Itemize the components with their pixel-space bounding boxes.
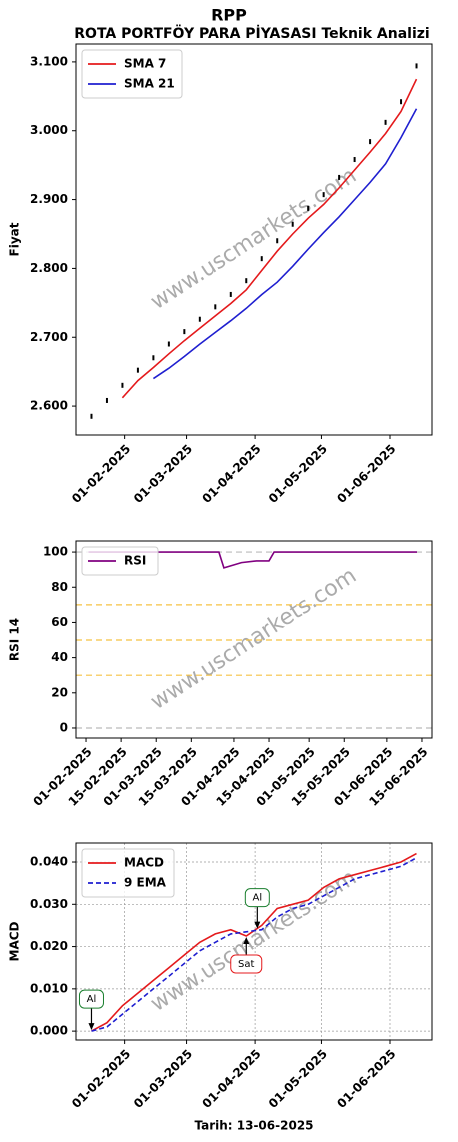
legend-label: 9 EMA	[124, 876, 167, 890]
y-tick-label: 0	[60, 720, 68, 734]
annotation-arrowhead	[88, 1023, 95, 1031]
annotation-arrowhead	[254, 921, 261, 929]
y-tick-label: 0.010	[30, 981, 68, 995]
y-tick-label: 3.100	[30, 54, 68, 68]
x-tick-label: 01-04-2025	[200, 1047, 264, 1111]
y-tick-label: 40	[51, 650, 68, 664]
annotation-text: Al	[253, 893, 263, 904]
x-tick-label: 01-05-2025	[266, 442, 330, 506]
annotation-text: Al	[87, 994, 97, 1005]
x-tick-label: 01-03-2025	[131, 1047, 195, 1111]
x-tick-label: 01-04-2025	[200, 442, 264, 506]
legend-box	[81, 848, 175, 898]
series-line	[88, 551, 417, 569]
annotation-box	[244, 888, 270, 908]
chart-subtitle: ROTA PORTFÖY PARA PİYASASI Teknik Analiz…	[74, 24, 429, 42]
plot-frame	[75, 842, 433, 1041]
y-tick-label: 3.000	[30, 123, 68, 137]
plot-frame	[75, 43, 433, 436]
y-axis-label: Fiyat	[8, 222, 22, 256]
y-tick-label: 100	[43, 545, 68, 559]
x-axis-label: Tarih: 13-06-2025	[194, 1119, 313, 1133]
series-line	[121, 78, 418, 399]
y-tick-label: 0.030	[30, 897, 68, 911]
x-tick-label: 01-02-2025	[69, 1047, 133, 1111]
plot-frame	[75, 540, 433, 739]
x-tick-label: 01-03-2025	[131, 442, 195, 506]
y-tick-label: 2.600	[30, 399, 68, 413]
y-tick-label: 0.040	[30, 855, 68, 869]
annotation-box	[230, 954, 263, 974]
y-axis-label: MACD	[8, 921, 22, 961]
legend-box	[81, 49, 183, 99]
y-tick-label: 20	[51, 685, 68, 699]
chart-title: RPP	[211, 6, 247, 25]
y-tick-label: 60	[51, 615, 68, 629]
x-tick-label: 01-06-2025	[334, 442, 398, 506]
legend-box	[81, 546, 159, 576]
series-line	[152, 108, 418, 380]
y-tick-label: 2.800	[30, 261, 68, 275]
watermark: www.uscmarkets.com	[146, 563, 361, 715]
legend-label: SMA 7	[124, 57, 166, 71]
watermark: www.uscmarkets.com	[146, 163, 361, 315]
x-tick-label: 01-02-2025	[69, 442, 133, 506]
legend-label: MACD	[124, 856, 164, 870]
y-tick-label: 0.000	[30, 1024, 68, 1038]
y-tick-label: 2.700	[30, 330, 68, 344]
watermark: www.uscmarkets.com	[146, 865, 361, 1017]
annotation-arrowhead	[243, 937, 250, 945]
legend-label: SMA 21	[124, 77, 175, 91]
x-tick-label: 01-05-2025	[266, 1047, 330, 1111]
annotation-box	[78, 989, 104, 1009]
series-line	[91, 857, 417, 1032]
y-tick-label: 2.900	[30, 192, 68, 206]
annotation-text: Sat	[238, 959, 254, 970]
y-axis-label: RSI 14	[8, 618, 22, 661]
y-tick-label: 80	[51, 580, 68, 594]
x-tick-label: 01-06-2025	[334, 1047, 398, 1111]
y-tick-label: 0.020	[30, 939, 68, 953]
legend-label: RSI	[124, 554, 146, 568]
